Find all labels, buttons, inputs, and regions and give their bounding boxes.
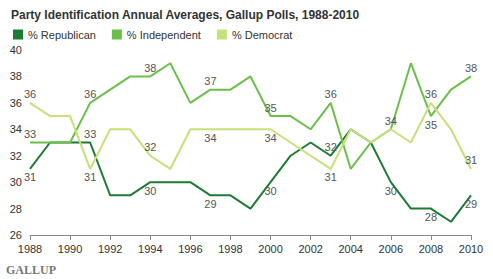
svg-text:GALLUP: GALLUP (6, 263, 56, 277)
svg-text:1994: 1994 (138, 243, 162, 255)
svg-text:31: 31 (24, 171, 36, 183)
svg-text:36: 36 (425, 88, 437, 100)
svg-text:2004: 2004 (338, 243, 362, 255)
svg-text:34: 34 (10, 123, 22, 135)
svg-text:2006: 2006 (379, 243, 403, 255)
svg-text:32: 32 (10, 150, 22, 162)
svg-text:30: 30 (144, 185, 156, 197)
svg-text:1998: 1998 (218, 243, 242, 255)
svg-text:31: 31 (325, 171, 337, 183)
svg-text:% Independent: % Independent (127, 29, 201, 41)
svg-text:30: 30 (264, 185, 276, 197)
svg-text:32: 32 (144, 141, 156, 153)
svg-text:36: 36 (24, 88, 36, 100)
svg-text:26: 26 (10, 229, 22, 241)
svg-text:31: 31 (84, 171, 96, 183)
svg-text:34: 34 (204, 132, 216, 144)
svg-text:33: 33 (84, 128, 96, 140)
svg-text:34: 34 (385, 115, 397, 127)
svg-text:30: 30 (10, 176, 22, 188)
svg-text:33: 33 (24, 128, 36, 140)
svg-text:40: 40 (10, 44, 22, 56)
svg-text:2002: 2002 (298, 243, 322, 255)
svg-text:36: 36 (84, 88, 96, 100)
svg-text:30: 30 (385, 185, 397, 197)
svg-text:34: 34 (264, 132, 276, 144)
svg-text:29: 29 (204, 198, 216, 210)
svg-text:37: 37 (204, 75, 216, 87)
svg-text:Party Identification Annual Av: Party Identification Annual Averages, Ga… (11, 8, 359, 22)
svg-text:% Republican: % Republican (28, 29, 96, 41)
svg-text:1990: 1990 (58, 243, 82, 255)
svg-text:31: 31 (465, 154, 477, 166)
svg-text:29: 29 (465, 198, 477, 210)
svg-text:38: 38 (10, 70, 22, 82)
svg-text:38: 38 (144, 62, 156, 74)
svg-text:36: 36 (10, 97, 22, 109)
svg-text:36: 36 (325, 88, 337, 100)
svg-text:1988: 1988 (18, 243, 42, 255)
svg-text:35: 35 (425, 119, 437, 131)
svg-text:28: 28 (425, 211, 437, 223)
svg-text:1996: 1996 (178, 243, 202, 255)
svg-text:35: 35 (264, 102, 276, 114)
svg-text:32: 32 (325, 141, 337, 153)
svg-text:2008: 2008 (419, 243, 443, 255)
svg-text:28: 28 (10, 203, 22, 215)
svg-text:38: 38 (465, 62, 477, 74)
svg-text:% Democrat: % Democrat (232, 29, 293, 41)
svg-text:2010: 2010 (459, 243, 483, 255)
svg-text:1992: 1992 (98, 243, 122, 255)
svg-text:2000: 2000 (258, 243, 282, 255)
